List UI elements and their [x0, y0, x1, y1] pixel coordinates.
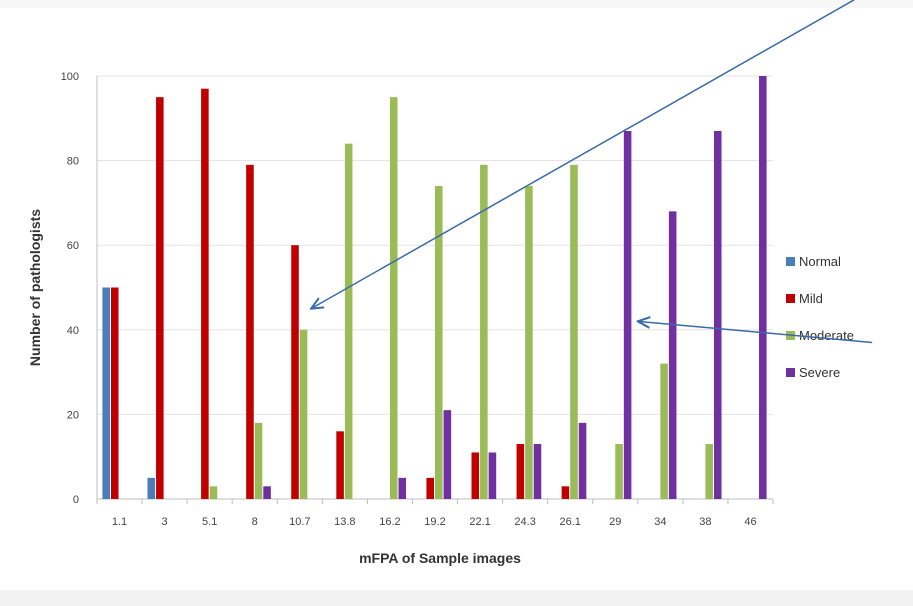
y-tick-label: 100	[61, 71, 79, 83]
x-tick-label: 16.2	[379, 516, 400, 528]
x-tick-label: 13.8	[334, 516, 355, 528]
x-tick-label: 22.1	[469, 516, 490, 528]
x-tick-label: 19.2	[424, 516, 445, 528]
bottom-band	[0, 590, 913, 606]
bar-severe	[398, 477, 407, 499]
bar-moderate	[389, 97, 398, 500]
x-tick-label: 8	[252, 516, 258, 528]
bar-moderate	[480, 164, 488, 499]
chart-svg: 0 20 40 60 80 100 1.1 3 5.1 8 10.7 13.8 16.2 19.2 22.1…	[27, 0, 873, 566]
bar-moderate	[299, 329, 308, 499]
bar-moderate	[570, 164, 578, 499]
x-tick-label: 34	[654, 516, 666, 528]
bar-moderate	[615, 444, 623, 499]
x-axis-title: mFPA of Sample images	[359, 550, 521, 566]
bar-mild	[426, 477, 434, 499]
x-tick-label: 3	[162, 516, 168, 528]
bar-severe	[488, 452, 497, 499]
y-tick-label: 80	[67, 156, 79, 168]
y-tick-label: 40	[67, 325, 79, 337]
y-axis-title: Number of pathologists	[27, 209, 43, 366]
legend-label-severe: Severe	[799, 365, 840, 380]
legend-swatch-normal	[786, 257, 795, 266]
bar-mild	[201, 88, 209, 499]
annotation-arrow	[311, 0, 855, 309]
y-tick-label: 60	[67, 240, 79, 252]
bar-moderate	[254, 422, 263, 499]
bar-severe	[443, 410, 452, 499]
bar-normal	[102, 287, 110, 499]
x-tick-label: 24.3	[514, 516, 535, 528]
bar-severe	[623, 130, 632, 500]
x-tick-label: 10.7	[289, 516, 310, 528]
bar-severe	[263, 486, 271, 499]
annotation-arrow	[638, 321, 873, 344]
x-tick-label: 46	[744, 516, 756, 528]
bar-moderate	[344, 143, 353, 499]
legend-label-mild: Mild	[799, 291, 823, 306]
bar-moderate	[435, 185, 443, 500]
x-tick-label: 26.1	[559, 516, 580, 528]
x-tick-label: 38	[699, 516, 711, 528]
bar-moderate	[705, 444, 713, 499]
legend-swatch-mild	[786, 294, 795, 303]
bar-mild	[156, 97, 164, 500]
x-tick-label: 29	[609, 516, 621, 528]
bar-severe	[713, 130, 722, 500]
bar-mild	[110, 287, 119, 499]
bar-moderate	[209, 486, 218, 499]
bar-severe	[668, 211, 677, 500]
bar-normal	[147, 477, 156, 499]
bar-mild	[246, 164, 254, 499]
top-band	[0, 0, 913, 8]
bar-severe	[578, 422, 587, 499]
x-tick-label: 5.1	[202, 516, 217, 528]
bar-mild	[561, 486, 570, 499]
bar-moderate	[660, 363, 668, 499]
legend-swatch-severe	[786, 368, 795, 377]
bar-mild	[471, 452, 480, 499]
bar-moderate	[525, 185, 533, 500]
bar-mild	[291, 245, 299, 499]
y-tick-label: 20	[67, 409, 79, 421]
x-tick-label: 1.1	[112, 516, 127, 528]
bar-mild	[336, 431, 344, 499]
bar-mild	[516, 444, 525, 499]
bar-severe	[759, 76, 767, 499]
legend-label-normal: Normal	[799, 254, 841, 269]
bar-severe	[533, 444, 542, 499]
y-tick-label: 0	[73, 494, 79, 506]
